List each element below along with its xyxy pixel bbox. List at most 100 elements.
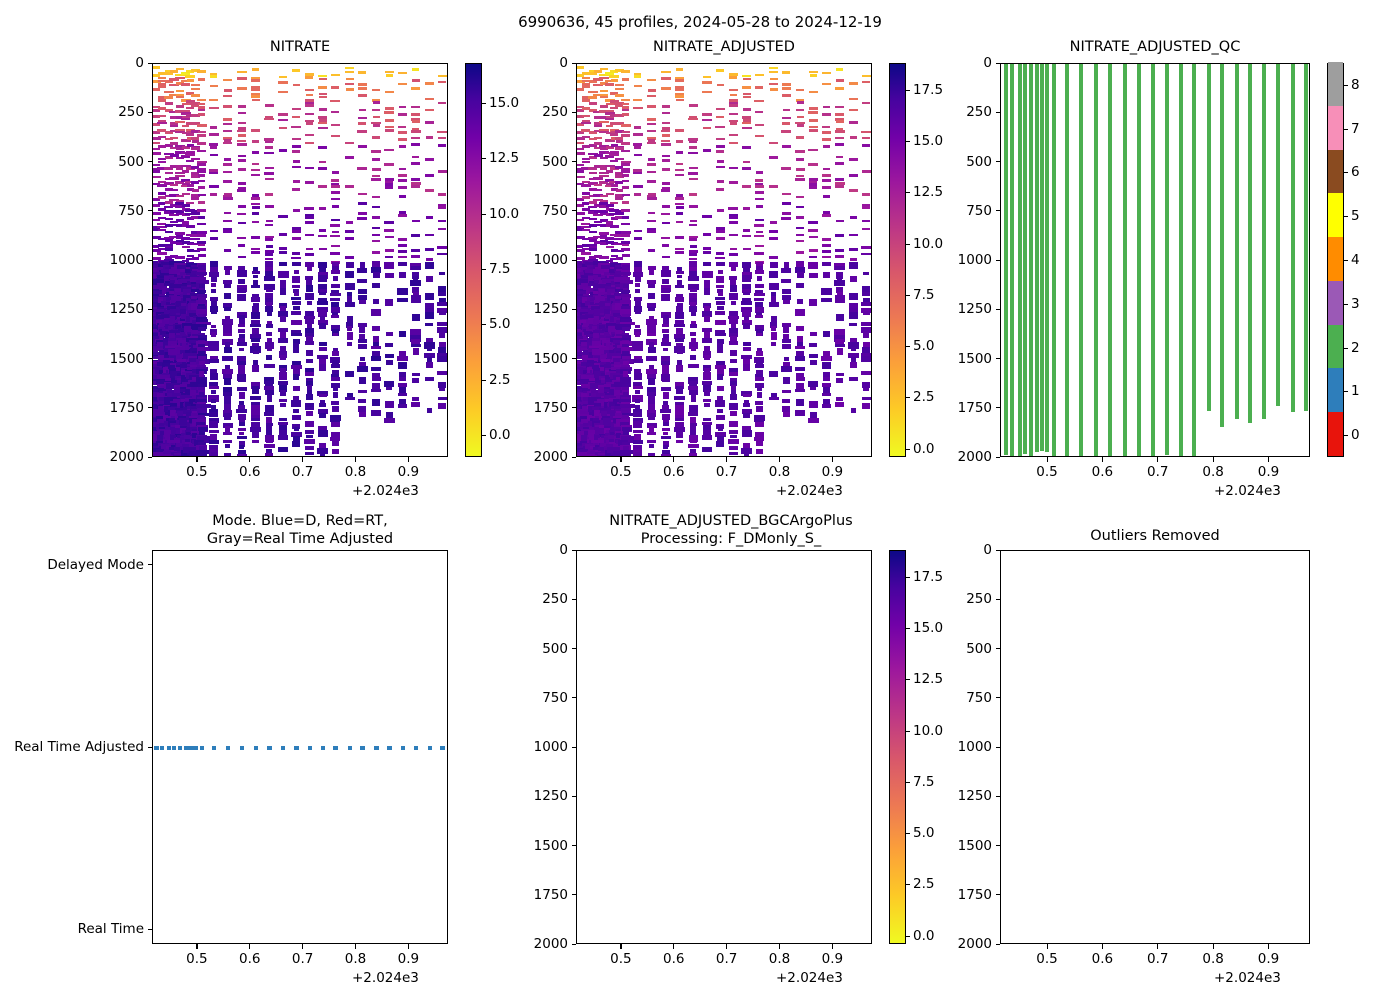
ytick-label: 1000 xyxy=(533,739,568,755)
data-marker xyxy=(861,246,871,249)
data-marker xyxy=(197,253,206,257)
data-marker xyxy=(153,355,160,359)
data-marker xyxy=(821,138,832,141)
plot-outliers-removed[interactable] xyxy=(1000,550,1310,944)
data-marker xyxy=(222,369,233,375)
data-marker xyxy=(157,252,167,255)
data-marker xyxy=(437,246,447,249)
ytick-mark xyxy=(571,697,576,699)
data-marker xyxy=(397,174,408,177)
data-marker xyxy=(591,349,600,356)
data-marker xyxy=(236,77,247,80)
data-marker xyxy=(190,194,200,197)
data-marker xyxy=(605,117,615,121)
xtick-label: 0.7 xyxy=(715,464,738,480)
data-marker xyxy=(304,112,315,116)
data-marker xyxy=(175,174,185,178)
data-marker xyxy=(425,293,434,300)
data-marker xyxy=(304,99,314,103)
data-marker xyxy=(265,146,274,149)
data-marker xyxy=(769,82,779,86)
data-marker xyxy=(182,259,190,263)
data-marker xyxy=(251,414,260,419)
data-marker xyxy=(373,341,380,348)
data-marker xyxy=(741,126,752,130)
data-marker xyxy=(863,332,870,339)
mode-ytick-label: Real Time Adjusted xyxy=(14,739,144,755)
data-marker xyxy=(605,102,614,106)
data-marker xyxy=(318,185,328,188)
data-marker xyxy=(834,143,845,146)
data-marker xyxy=(689,252,698,256)
data-marker xyxy=(160,272,168,276)
data-marker xyxy=(165,230,173,234)
data-marker xyxy=(742,160,751,164)
plot-nitrate-adjusted-qc[interactable] xyxy=(1000,63,1310,457)
data-marker xyxy=(278,380,288,385)
data-marker xyxy=(410,265,421,270)
data-marker xyxy=(165,156,173,159)
data-marker xyxy=(688,412,699,417)
plot-nitrate[interactable] xyxy=(152,63,448,457)
data-marker xyxy=(174,262,182,268)
data-marker xyxy=(411,314,420,321)
data-marker xyxy=(592,340,598,348)
data-marker xyxy=(222,302,233,309)
data-marker xyxy=(157,196,167,199)
data-marker xyxy=(291,296,302,301)
data-marker xyxy=(822,125,831,129)
data-marker xyxy=(222,118,233,121)
data-marker xyxy=(190,347,201,353)
data-marker xyxy=(153,147,160,151)
plot-mode[interactable] xyxy=(152,550,448,944)
data-marker xyxy=(330,292,341,296)
data-marker xyxy=(344,236,355,240)
data-marker xyxy=(237,105,246,108)
data-marker xyxy=(372,351,381,356)
ytick-label: 250 xyxy=(118,104,144,121)
data-marker xyxy=(424,342,435,350)
data-marker xyxy=(849,188,858,192)
plot-bgcargoplus[interactable] xyxy=(576,550,872,944)
data-marker xyxy=(239,347,245,351)
data-marker xyxy=(198,283,205,290)
data-marker xyxy=(186,133,195,137)
data-marker xyxy=(345,82,355,86)
qc-flag-bar xyxy=(1094,64,1098,456)
data-marker xyxy=(821,250,831,253)
data-marker xyxy=(197,98,207,102)
ytick-mark xyxy=(995,111,1000,113)
data-marker xyxy=(292,423,301,429)
data-marker xyxy=(153,296,160,303)
data-marker xyxy=(168,447,176,451)
data-marker xyxy=(292,252,301,255)
data-marker xyxy=(621,326,630,332)
data-marker xyxy=(622,371,629,377)
data-marker xyxy=(224,342,231,348)
data-marker xyxy=(158,202,166,205)
plot-nitrate-adjusted[interactable] xyxy=(576,63,872,457)
ytick-mark xyxy=(571,407,576,409)
data-marker xyxy=(237,121,246,125)
data-marker xyxy=(620,454,631,456)
data-marker xyxy=(277,270,289,278)
data-marker xyxy=(170,210,178,213)
data-marker xyxy=(331,306,340,313)
data-marker xyxy=(577,399,583,404)
data-marker xyxy=(306,385,312,392)
data-marker xyxy=(371,383,381,390)
data-marker xyxy=(608,344,614,350)
panel-title-bgcargoplus: NITRATE_ADJUSTED_BGCArgoPlus Processing:… xyxy=(609,513,853,547)
data-marker xyxy=(190,234,201,238)
data-marker xyxy=(319,358,327,364)
data-marker xyxy=(153,115,160,119)
data-marker xyxy=(278,310,288,317)
mode-marker xyxy=(360,745,365,751)
data-marker xyxy=(437,101,447,105)
data-marker xyxy=(175,205,185,208)
data-marker xyxy=(236,70,247,74)
data-marker xyxy=(251,98,260,102)
data-marker xyxy=(661,182,671,185)
data-marker xyxy=(165,362,173,369)
data-marker xyxy=(176,301,185,307)
